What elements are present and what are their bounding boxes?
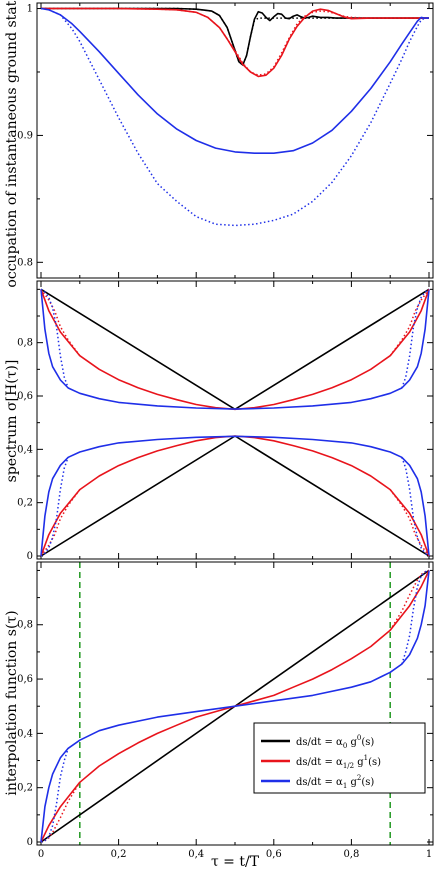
series-blue-dotted-11 (401, 288, 430, 389)
x-tick-label: 0 (38, 849, 44, 860)
series-blue-solid-4 (40, 289, 430, 410)
series-blue-solid-5 (40, 435, 430, 557)
legend-label-mid: g (347, 737, 357, 748)
series-red-dotted-3 (41, 7, 429, 76)
series-blue-dotted-13 (401, 457, 430, 557)
series-red-dotted-6 (40, 288, 81, 357)
x-tick-label: 0,2 (111, 849, 127, 860)
legend-label: ds/dt = α0 g0(s) (296, 734, 374, 750)
y-tick-label: 0 (27, 837, 33, 848)
legend-label-mid: g (347, 777, 357, 788)
series-black-solid-0 (40, 288, 430, 411)
legend-label-main: ds/dt = α (296, 757, 343, 768)
y-tick-label: 0,4 (17, 444, 33, 455)
series-blue-dotted-5 (40, 7, 429, 227)
y-tick-label: 1 (27, 4, 33, 15)
series-blue-dotted-6 (401, 569, 430, 665)
y-tick-label: 0,8 (17, 620, 33, 631)
series-blue-solid-4 (40, 7, 429, 154)
x-tick-label: 0,4 (188, 849, 204, 860)
series-red-dotted-4 (389, 569, 430, 631)
panels: 0.8 0.9 1 0 0,2 0,4 0,6 0,8 0 0,2 0,4 0,6 0,8 0 0,2 0,4… (17, 2, 434, 860)
legend-label-end: (s) (361, 737, 374, 748)
y-tick-label: 0,8 (17, 338, 33, 349)
y-tick-label: 0.8 (17, 257, 33, 268)
panel-2-frame (36, 280, 434, 560)
y-tick-label: 0,6 (17, 391, 33, 402)
panel-3-ylabel: interpolation function s(τ) (4, 610, 20, 795)
legend-label: ds/dt = α1 g2(s) (296, 774, 374, 790)
legend-label-mid: g (354, 757, 364, 768)
series-black-dotted-1 (41, 7, 429, 66)
series-black-solid-1 (40, 435, 430, 557)
panel-2: 0 0,2 0,4 0,6 0,8 (17, 280, 434, 562)
series-black-solid-0 (41, 7, 429, 66)
legend-label-sup: 1 (364, 754, 368, 762)
series-red-dotted-8 (40, 489, 81, 557)
series-red-solid-2 (40, 289, 430, 411)
y-tick-label: 0,4 (17, 728, 33, 739)
x-axis-label: τ = t/T (211, 854, 260, 870)
panel-1-plot-area (40, 7, 429, 227)
panel-3-frame (36, 561, 434, 846)
legend-label-main: ds/dt = α (296, 777, 343, 788)
series-red-dotted-9 (389, 489, 430, 557)
legend-label-sup: 2 (357, 774, 361, 782)
series-blue-dotted-12 (40, 457, 69, 557)
panel-1-frame (36, 2, 434, 279)
legend-label: ds/dt = α1/2 g1(s) (296, 754, 381, 770)
y-tick-label: 0,2 (17, 498, 33, 509)
series-blue-dotted-5 (40, 748, 69, 843)
panel-3-plot-area (40, 562, 430, 845)
legend-label-sub: 1/2 (343, 762, 354, 770)
y-tick-label: 0,2 (17, 783, 33, 794)
series-blue-solid-2 (40, 570, 430, 843)
x-tick-label: 0,6 (266, 849, 282, 860)
legend: ds/dt = α0 g0(s)ds/dt = α1/2 g1(s)ds/dt … (253, 722, 426, 794)
panel-1: 0.8 0.9 1 (17, 2, 434, 279)
legend-label-sup: 0 (357, 734, 361, 742)
panel-2-ylabel: spectrum σ[H(τ)] (4, 360, 20, 483)
x-tick-label: 0,8 (343, 849, 359, 860)
panel-3: 00,20,40,60,80 0,2 0,4 0,6 0,8 1ds/dt = α0 g0… (17, 561, 434, 860)
legend-label-sub: 1 (343, 782, 347, 790)
series-red-solid-3 (40, 435, 430, 557)
legend-label-main: ds/dt = α (296, 737, 343, 748)
legend-label-end: (s) (361, 777, 374, 788)
y-tick-label: 0.9 (17, 130, 33, 141)
x-tick-label: 1 (426, 849, 432, 860)
y-tick-label: 0,6 (17, 674, 33, 685)
series-blue-dotted-10 (40, 288, 69, 389)
legend-label-sub: 0 (343, 742, 347, 750)
panel-1-ylabel: occupation of instantaneous ground state (4, 0, 20, 288)
series-red-dotted-3 (40, 781, 81, 843)
legend-label-end: (s) (368, 757, 381, 768)
panel-2-plot-area (40, 288, 430, 557)
y-tick-label: 0 (27, 551, 33, 562)
